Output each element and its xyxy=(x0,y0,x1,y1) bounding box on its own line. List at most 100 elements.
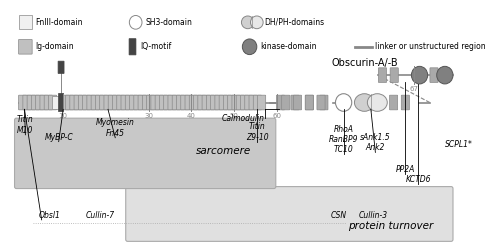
FancyBboxPatch shape xyxy=(236,95,244,110)
FancyBboxPatch shape xyxy=(27,95,36,110)
FancyBboxPatch shape xyxy=(48,95,56,110)
Text: 67: 67 xyxy=(409,86,418,92)
FancyBboxPatch shape xyxy=(228,95,236,110)
FancyBboxPatch shape xyxy=(23,95,31,110)
FancyBboxPatch shape xyxy=(180,95,189,110)
FancyBboxPatch shape xyxy=(100,95,108,110)
FancyBboxPatch shape xyxy=(126,95,134,110)
FancyBboxPatch shape xyxy=(282,95,290,110)
Text: sarcomere: sarcomere xyxy=(196,146,252,156)
Ellipse shape xyxy=(368,94,388,111)
FancyBboxPatch shape xyxy=(74,95,82,110)
FancyBboxPatch shape xyxy=(44,95,52,110)
FancyBboxPatch shape xyxy=(121,95,129,110)
FancyBboxPatch shape xyxy=(249,95,257,110)
FancyBboxPatch shape xyxy=(390,68,398,82)
FancyBboxPatch shape xyxy=(62,95,70,110)
FancyBboxPatch shape xyxy=(130,95,138,110)
Text: Cullin-7: Cullin-7 xyxy=(86,211,115,220)
FancyBboxPatch shape xyxy=(36,95,44,110)
FancyBboxPatch shape xyxy=(294,95,302,110)
FancyBboxPatch shape xyxy=(96,95,104,110)
Text: MyBP-C: MyBP-C xyxy=(44,132,73,141)
Text: 30: 30 xyxy=(144,113,153,119)
Bar xyxy=(52,96,62,109)
FancyBboxPatch shape xyxy=(402,95,409,110)
FancyBboxPatch shape xyxy=(126,186,453,241)
Text: Obsl1: Obsl1 xyxy=(39,211,61,220)
Circle shape xyxy=(242,39,257,54)
FancyBboxPatch shape xyxy=(164,95,172,110)
FancyBboxPatch shape xyxy=(14,118,276,188)
FancyBboxPatch shape xyxy=(305,95,314,110)
FancyBboxPatch shape xyxy=(202,95,210,110)
FancyBboxPatch shape xyxy=(78,95,86,110)
Text: 10: 10 xyxy=(58,113,68,119)
FancyBboxPatch shape xyxy=(138,95,146,110)
FancyBboxPatch shape xyxy=(129,39,136,55)
Text: RhoA
RanBP9
TC10: RhoA RanBP9 TC10 xyxy=(329,124,358,154)
FancyBboxPatch shape xyxy=(190,95,198,110)
FancyBboxPatch shape xyxy=(176,95,184,110)
Text: Ig-domain: Ig-domain xyxy=(36,42,74,51)
FancyBboxPatch shape xyxy=(168,95,176,110)
FancyBboxPatch shape xyxy=(254,95,262,110)
FancyBboxPatch shape xyxy=(232,95,240,110)
FancyBboxPatch shape xyxy=(142,95,150,110)
FancyBboxPatch shape xyxy=(320,95,328,110)
FancyBboxPatch shape xyxy=(134,95,142,110)
Text: 50: 50 xyxy=(230,113,238,119)
FancyBboxPatch shape xyxy=(58,61,64,74)
FancyBboxPatch shape xyxy=(108,95,116,110)
Circle shape xyxy=(336,94,351,111)
FancyBboxPatch shape xyxy=(172,95,180,110)
Text: linker or unstructured region: linker or unstructured region xyxy=(375,42,486,51)
Text: SH3-domain: SH3-domain xyxy=(146,18,192,27)
FancyBboxPatch shape xyxy=(306,95,314,110)
FancyBboxPatch shape xyxy=(276,95,284,110)
Ellipse shape xyxy=(354,94,374,111)
FancyBboxPatch shape xyxy=(198,95,206,110)
FancyBboxPatch shape xyxy=(82,95,90,110)
FancyBboxPatch shape xyxy=(378,68,386,82)
Text: DH/PH-domains: DH/PH-domains xyxy=(264,18,324,27)
Text: Calmodulin: Calmodulin xyxy=(222,114,265,123)
FancyBboxPatch shape xyxy=(390,95,398,110)
Text: FnIII-domain: FnIII-domain xyxy=(36,18,83,27)
FancyBboxPatch shape xyxy=(206,95,214,110)
FancyBboxPatch shape xyxy=(245,95,253,110)
FancyBboxPatch shape xyxy=(18,95,26,110)
FancyBboxPatch shape xyxy=(87,95,95,110)
FancyBboxPatch shape xyxy=(104,95,112,110)
FancyBboxPatch shape xyxy=(70,95,78,110)
Text: PP2A: PP2A xyxy=(396,165,415,174)
FancyBboxPatch shape xyxy=(240,95,248,110)
FancyBboxPatch shape xyxy=(146,95,154,110)
FancyBboxPatch shape xyxy=(160,95,168,110)
Text: CSN: CSN xyxy=(331,211,347,220)
Text: Cullin-3: Cullin-3 xyxy=(359,211,388,220)
FancyBboxPatch shape xyxy=(91,95,100,110)
FancyBboxPatch shape xyxy=(185,95,193,110)
Text: kinase-domain: kinase-domain xyxy=(260,42,317,51)
FancyBboxPatch shape xyxy=(116,95,125,110)
FancyBboxPatch shape xyxy=(317,95,325,110)
Text: Obscurin-A/-B: Obscurin-A/-B xyxy=(331,58,398,68)
Bar xyxy=(19,16,32,29)
Text: 40: 40 xyxy=(187,113,196,119)
Circle shape xyxy=(436,66,453,84)
FancyBboxPatch shape xyxy=(430,68,438,82)
Text: sAnk1.5
Ank2: sAnk1.5 Ank2 xyxy=(360,133,390,152)
FancyBboxPatch shape xyxy=(66,95,74,110)
FancyBboxPatch shape xyxy=(40,95,48,110)
FancyBboxPatch shape xyxy=(32,95,40,110)
Text: Myomesin
Fn45: Myomesin Fn45 xyxy=(96,118,134,138)
Ellipse shape xyxy=(242,16,254,29)
FancyBboxPatch shape xyxy=(215,95,223,110)
Circle shape xyxy=(130,16,142,29)
FancyBboxPatch shape xyxy=(112,95,120,110)
FancyBboxPatch shape xyxy=(210,95,219,110)
FancyBboxPatch shape xyxy=(151,95,159,110)
FancyBboxPatch shape xyxy=(18,40,32,54)
FancyBboxPatch shape xyxy=(194,95,202,110)
